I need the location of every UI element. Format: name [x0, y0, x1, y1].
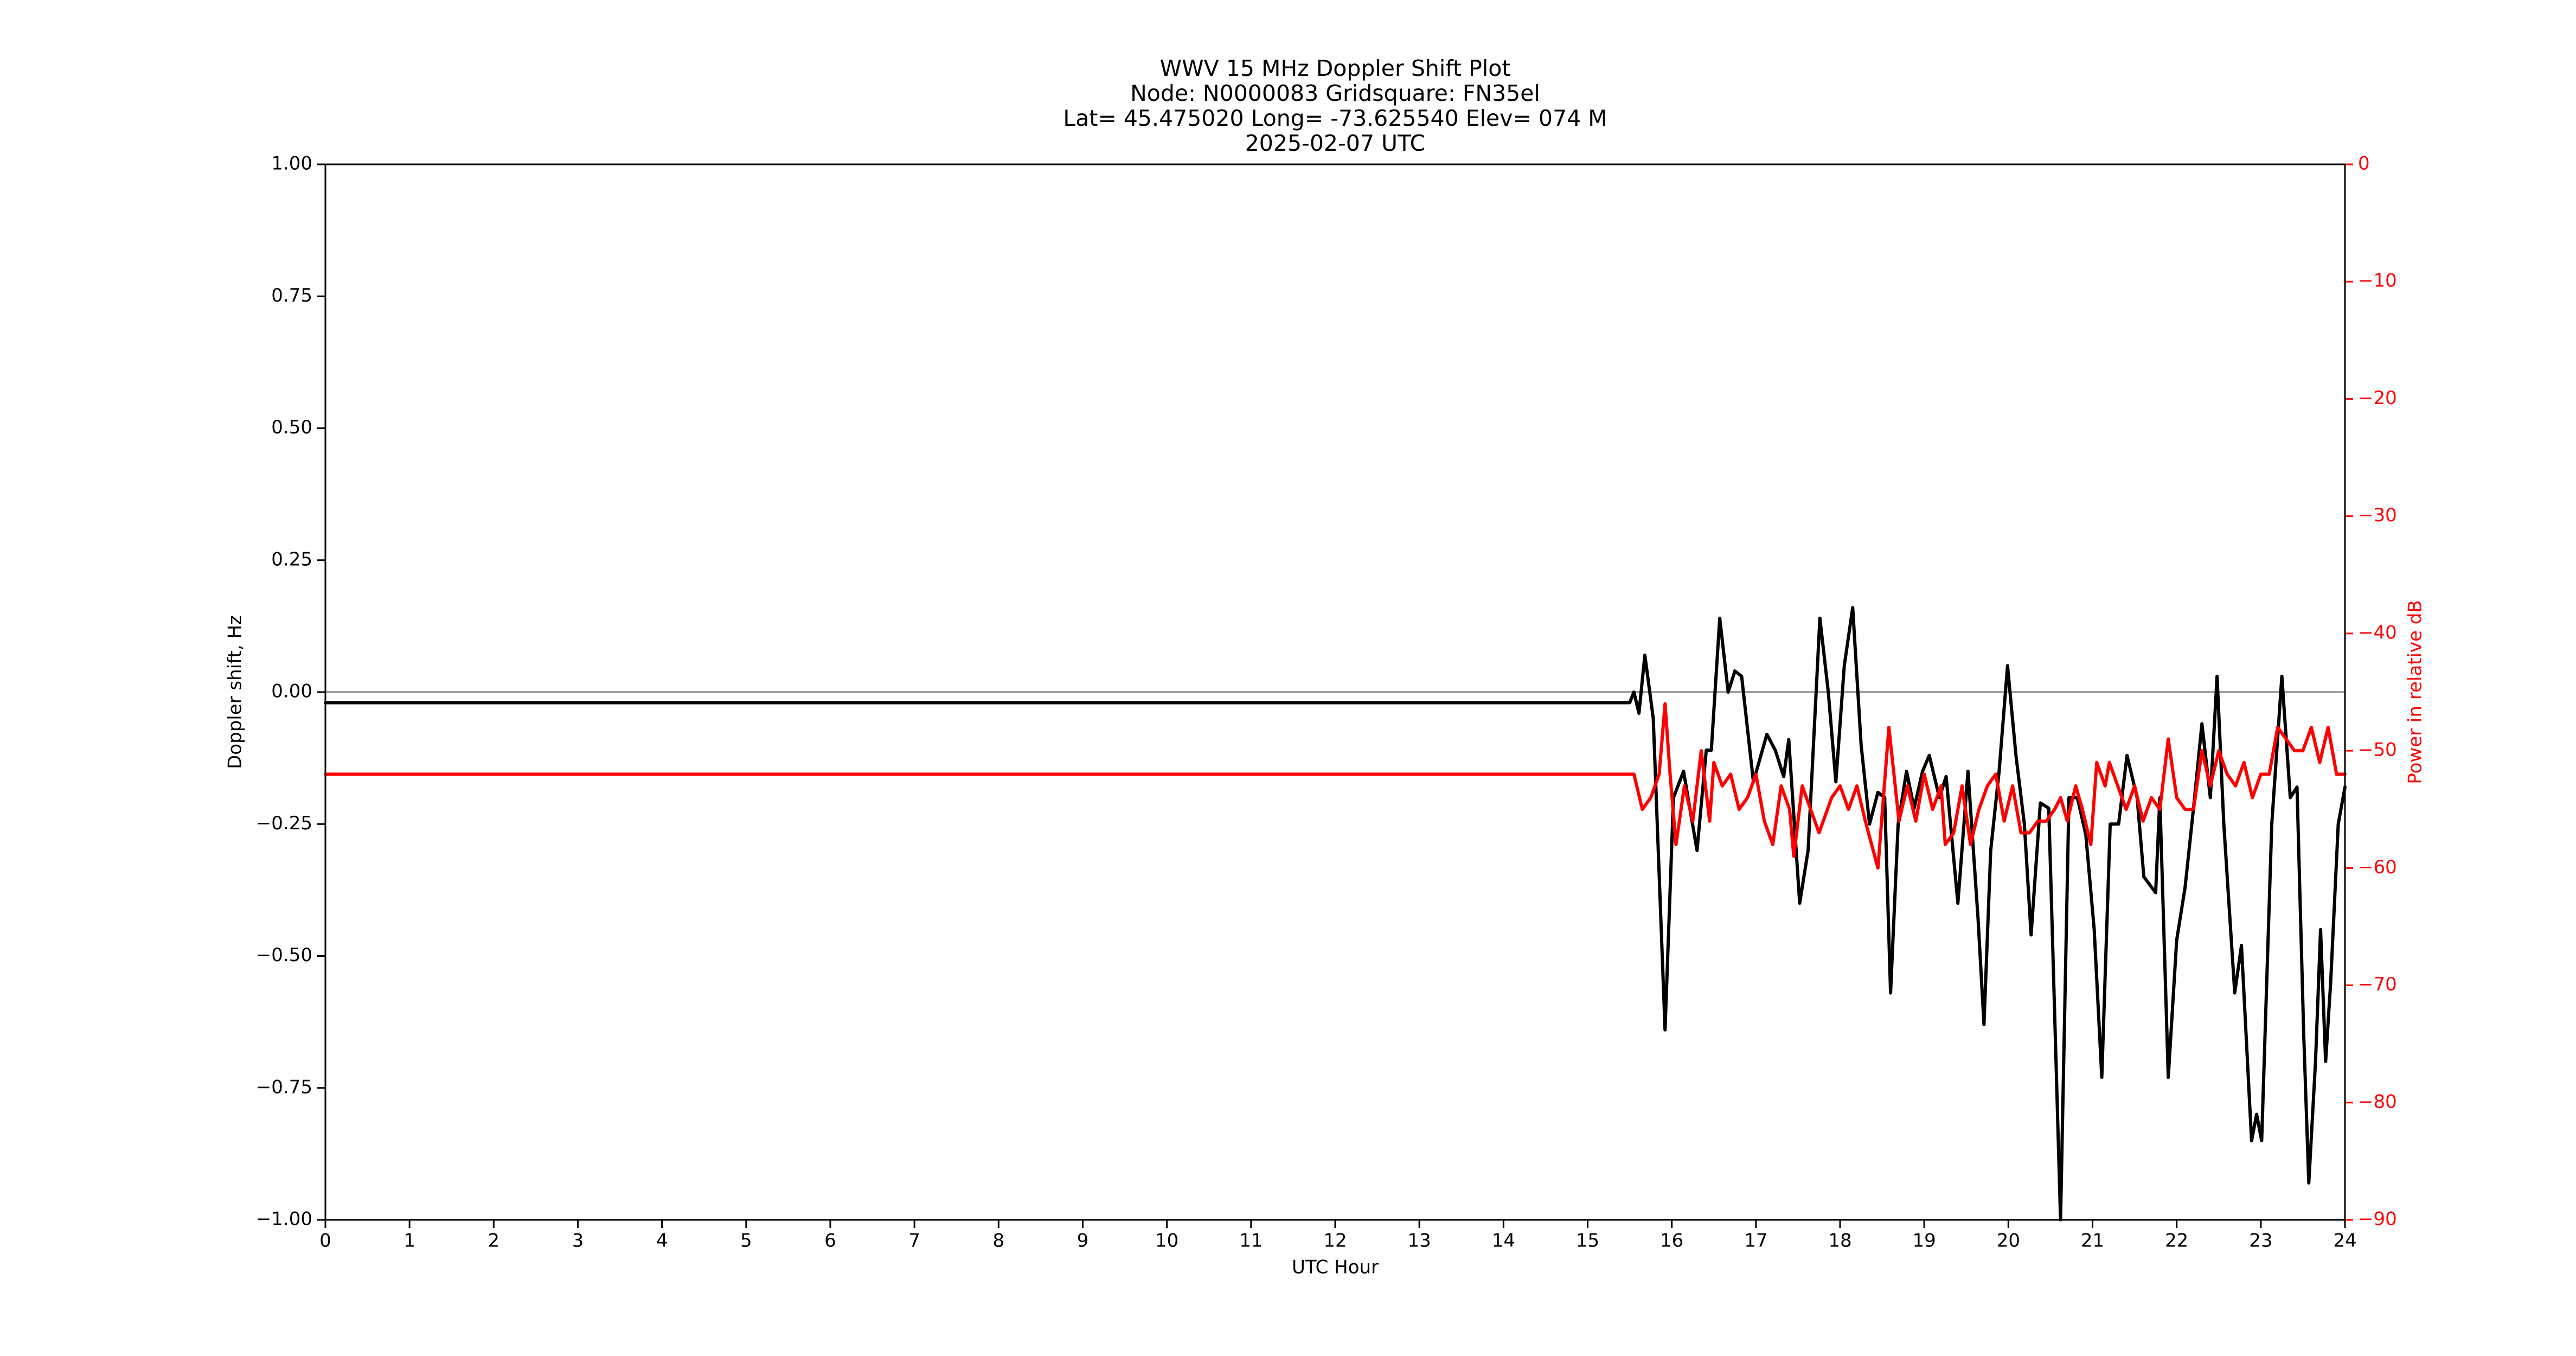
x-tick-label: 16 — [1660, 1230, 1683, 1252]
y-tick-label: 0.75 — [271, 285, 312, 306]
y-tick-label: 0.25 — [271, 548, 312, 570]
x-tick-label: 6 — [824, 1230, 836, 1252]
y2-tick-label: −50 — [2358, 739, 2397, 761]
y-tick-label: −0.75 — [256, 1076, 312, 1098]
x-tick-label: 11 — [1239, 1230, 1263, 1252]
x-tick-label: 18 — [1828, 1230, 1851, 1252]
x-tick-label: 0 — [319, 1230, 331, 1252]
y2-tick-label: −80 — [2358, 1091, 2397, 1112]
y2-axis-label: Power in relative dB — [2405, 600, 2426, 784]
y2-tick-label: −10 — [2358, 270, 2397, 292]
x-tick-label: 10 — [1155, 1230, 1178, 1252]
plot-frame — [324, 163, 2346, 1221]
x-tick-label: 1 — [403, 1230, 415, 1252]
x-tick-label: 15 — [1576, 1230, 1599, 1252]
y2-tick-label: 0 — [2358, 153, 2370, 175]
x-tick-label: 7 — [908, 1230, 920, 1252]
y-tick-label: −1.00 — [256, 1208, 312, 1230]
x-tick-label: 23 — [2249, 1230, 2272, 1252]
y2-tick-label: −90 — [2358, 1208, 2397, 1230]
chart-title: Lat= 45.475020 Long= -73.625540 Elev= 07… — [1063, 105, 1607, 131]
x-tick-label: 9 — [1077, 1230, 1089, 1252]
y2-tick-label: −40 — [2358, 622, 2397, 643]
y-tick-label: 0.50 — [271, 417, 312, 438]
series-line — [324, 702, 2347, 870]
y2-tick-label: −20 — [2358, 387, 2397, 409]
y-tick-label: 1.00 — [271, 153, 312, 175]
x-tick-label: 5 — [740, 1230, 752, 1252]
y2-tick-label: −70 — [2358, 974, 2397, 995]
x-tick-label: 19 — [1913, 1230, 1936, 1252]
x-tick-label: 22 — [2165, 1230, 2188, 1252]
series-line — [324, 606, 2347, 1221]
y-tick-label: −0.25 — [256, 813, 312, 834]
x-tick-label: 21 — [2081, 1230, 2104, 1252]
x-tick-label: 17 — [1744, 1230, 1767, 1252]
y-tick-label: −0.50 — [256, 944, 312, 966]
chart-title: 2025-02-07 UTC — [1245, 130, 1426, 156]
x-axis-label: UTC Hour — [1292, 1257, 1379, 1278]
chart-title: Node: N0000083 Gridsquare: FN35el — [1130, 80, 1540, 106]
y2-tick-label: −30 — [2358, 504, 2397, 526]
y2-tick-label: −60 — [2358, 856, 2397, 878]
x-tick-label: 24 — [2333, 1230, 2356, 1252]
x-tick-label: 2 — [488, 1230, 500, 1252]
x-tick-label: 14 — [1492, 1230, 1515, 1252]
y-tick-label: 0.00 — [271, 681, 312, 702]
y-axis-label: Doppler shift, Hz — [225, 615, 246, 769]
x-tick-label: 13 — [1408, 1230, 1431, 1252]
x-tick-label: 8 — [993, 1230, 1005, 1252]
x-tick-label: 12 — [1323, 1230, 1347, 1252]
x-tick-label: 3 — [572, 1230, 584, 1252]
x-tick-label: 20 — [1997, 1230, 2020, 1252]
x-tick-label: 4 — [656, 1230, 668, 1252]
chart-title: WWV 15 MHz Doppler Shift Plot — [1160, 55, 1511, 81]
